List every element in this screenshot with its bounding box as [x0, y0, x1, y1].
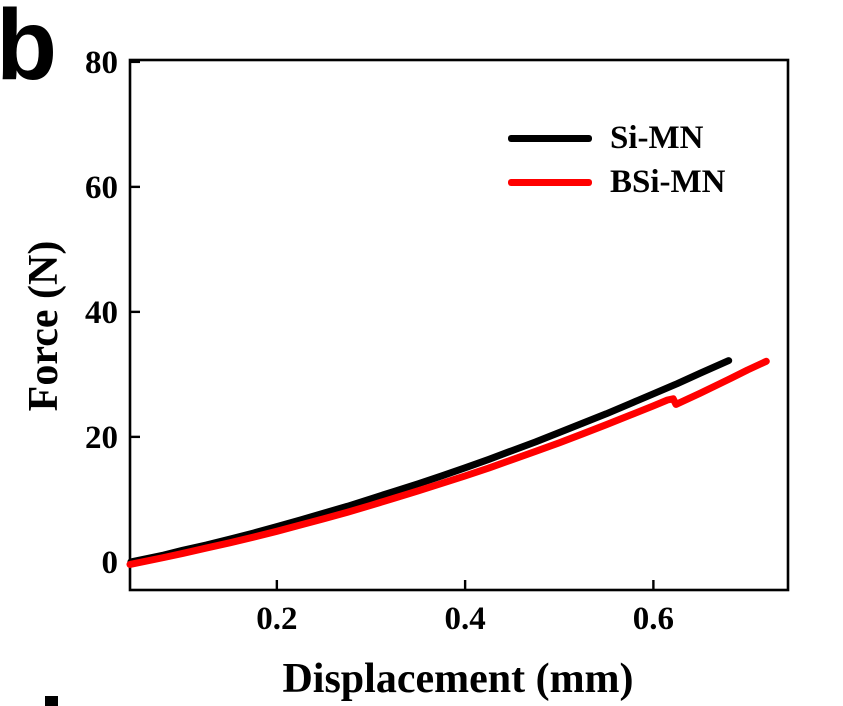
legend-line-swatch	[508, 178, 592, 186]
legend-item: Si-MN	[508, 116, 726, 160]
x-axis-title: Displacement (mm)	[282, 656, 634, 702]
series-curve-bsi-mn	[126, 357, 770, 568]
legend-line-swatch	[508, 134, 592, 142]
y-tick-label: 80	[85, 44, 118, 81]
axes-frame	[128, 58, 790, 592]
x-tick-label: 0.4	[444, 601, 486, 637]
y-tick-label: 0	[101, 544, 119, 581]
legend-item: BSi-MN	[508, 160, 726, 204]
x-tick-label: 0.6	[632, 601, 674, 637]
legend-label: Si-MN	[610, 119, 704, 156]
y-tick-label: 60	[85, 169, 118, 206]
y-tick-label: 40	[85, 294, 118, 331]
series-curve-si-mn	[127, 357, 733, 566]
legend-label: BSi-MN	[610, 163, 726, 200]
y-tick-label: 20	[85, 419, 118, 456]
next-panel-label-partial	[45, 696, 58, 706]
legend: Si-MN BSi-MN	[508, 116, 726, 204]
x-tick-label: 0.2	[256, 601, 298, 637]
panel-label: b	[0, 0, 58, 101]
